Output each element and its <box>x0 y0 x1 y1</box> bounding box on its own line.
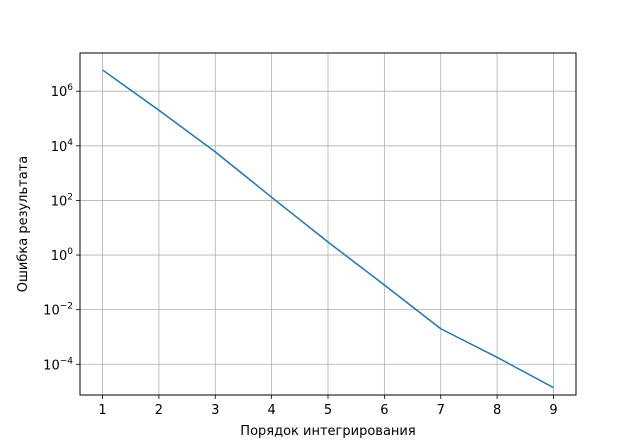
x-tick-label: 5 <box>324 403 332 418</box>
y-tick-label-base: 10 <box>51 249 68 264</box>
y-tick-label-base: 10 <box>51 140 68 155</box>
y-tick-label: 10−2 <box>43 302 73 319</box>
y-tick-label: 106 <box>51 83 74 100</box>
y-tick-label-exponent: 2 <box>67 192 73 202</box>
y-tick-label-base: 10 <box>51 85 68 100</box>
y-tick-label-exponent: −4 <box>60 356 74 366</box>
y-axis-title: Ошибка результата <box>16 156 31 292</box>
y-tick-label: 100 <box>51 247 74 264</box>
x-tick-label: 7 <box>437 403 445 418</box>
grid <box>80 53 576 395</box>
y-tick-label-base: 10 <box>43 304 60 319</box>
x-axis-title: Порядок интегрирования <box>240 424 415 439</box>
x-tick-label: 8 <box>493 403 501 418</box>
x-tick-label: 9 <box>549 403 557 418</box>
x-tick-label: 4 <box>267 403 275 418</box>
series-layer <box>102 69 554 389</box>
x-tick-label: 6 <box>380 403 388 418</box>
y-tick-label-base: 10 <box>51 194 68 209</box>
y-tick-label: 10−4 <box>43 356 73 373</box>
y-tick-label-exponent: −2 <box>60 302 73 312</box>
y-tick-label-exponent: 0 <box>67 247 73 257</box>
x-tick-label: 1 <box>98 403 106 418</box>
x-tick-label: 2 <box>155 403 163 418</box>
x-tick-label: 3 <box>211 403 219 418</box>
y-tick-label-exponent: 4 <box>67 138 73 148</box>
y-tick-label: 102 <box>51 192 73 209</box>
series-line <box>102 69 554 389</box>
x-axis: 1 2 3 4 5 6 7 8 9 <box>98 395 558 418</box>
y-tick-label: 104 <box>51 138 74 155</box>
y-tick-label-exponent: 6 <box>67 83 73 93</box>
y-tick-label-base: 10 <box>43 358 60 373</box>
